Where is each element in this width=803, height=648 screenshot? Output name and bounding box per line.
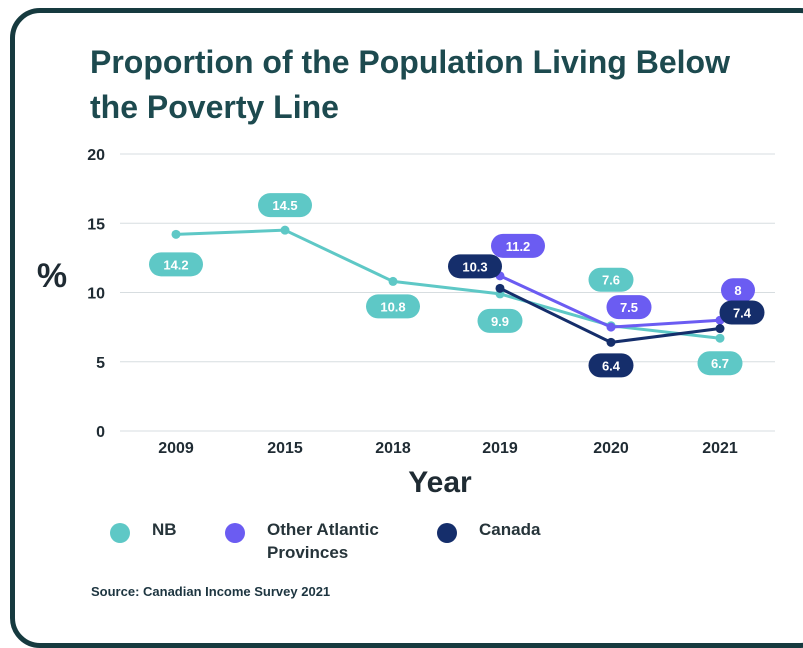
legend-swatch-nb	[110, 523, 130, 543]
data-label-text: 7.4	[733, 306, 752, 321]
legend-label-line-1: Other Atlantic	[267, 520, 379, 539]
data-label-pill	[491, 233, 545, 258]
data-label-text: 7.5	[620, 300, 638, 315]
data-label-pill	[588, 267, 634, 292]
data-point	[171, 229, 181, 239]
source-note: Source: Canadian Income Survey 2021	[91, 584, 331, 599]
y-tick-label: 10	[87, 286, 105, 303]
data-point	[606, 337, 616, 347]
legend: NB Other Atlantic Provinces Canada	[110, 518, 710, 568]
chart-title: Proportion of the Population Living Belo…	[90, 44, 730, 125]
data-label-text: 6.7	[711, 356, 729, 371]
y-tick-label: 20	[87, 147, 105, 164]
y-tick-label: 5	[96, 355, 105, 372]
data-label-text: 8	[734, 283, 741, 298]
data-label: 7.4	[719, 300, 765, 325]
data-label: 10.3	[448, 254, 502, 279]
y-tick-label: 15	[87, 216, 105, 233]
y-tick-label: 0	[96, 424, 105, 441]
x-axis-label: Year	[408, 466, 472, 499]
data-point	[388, 276, 398, 286]
data-label: 10.8	[366, 294, 420, 319]
data-label: 7.6	[588, 267, 634, 292]
series-lines	[171, 225, 725, 347]
data-label-pill	[477, 308, 523, 333]
data-label-text: 14.5	[272, 198, 297, 213]
data-label-text: 7.6	[602, 273, 620, 288]
legend-item-nb: NB	[110, 518, 177, 543]
data-label-pill	[719, 300, 765, 325]
data-point	[715, 333, 725, 343]
legend-swatch-other-atlantic	[225, 523, 245, 543]
y-axis: 0 5 10 15 20	[87, 147, 105, 441]
legend-item-other-atlantic: Other Atlantic Provinces	[225, 518, 379, 564]
data-label-pill	[149, 252, 203, 277]
legend-label-line-2: Provinces	[267, 543, 349, 562]
data-label-text: 11.2	[506, 239, 531, 254]
x-tick-label: 2015	[267, 440, 303, 457]
x-tick-label: 2019	[482, 440, 518, 457]
data-point	[495, 283, 505, 293]
x-tick-label: 2009	[158, 440, 194, 457]
data-label: 11.2	[491, 233, 545, 258]
series-line-0	[175, 228, 721, 340]
data-label-pill	[721, 278, 755, 303]
data-label-pill	[606, 295, 652, 320]
data-label: 14.5	[258, 193, 312, 218]
data-label-pill	[588, 353, 634, 378]
data-label: 6.4	[588, 353, 634, 378]
data-point	[606, 322, 616, 332]
data-label-text: 14.2	[163, 257, 188, 272]
data-label: 9.9	[477, 308, 523, 333]
x-axis: 2009 2015 2018 2019 2020 2021	[158, 440, 738, 457]
data-point	[280, 225, 290, 235]
data-label-pill	[366, 294, 420, 319]
x-tick-label: 2020	[593, 440, 629, 457]
data-label-text: 6.4	[602, 358, 621, 373]
data-label-text: 9.9	[491, 314, 509, 329]
data-label: 7.5	[606, 295, 652, 320]
data-point	[715, 324, 725, 334]
data-labels: 14.2 14.5 10.8 9.9 7.6 6.7 11.2 7.5 8 10.3 6.4 7.4	[149, 193, 765, 378]
grid-lines	[120, 153, 775, 432]
x-tick-label: 2018	[375, 440, 411, 457]
data-label: 6.7	[697, 351, 743, 376]
legend-label-canada: Canada	[479, 520, 541, 539]
y-axis-label: %	[37, 257, 67, 295]
legend-label-other-atlantic: Other Atlantic Provinces	[267, 518, 379, 564]
data-label-pill	[697, 351, 743, 376]
legend-item-canada: Canada	[437, 518, 540, 543]
data-label-text: 10.8	[380, 299, 405, 314]
data-label-pill	[258, 193, 312, 218]
data-label-pill	[448, 254, 502, 279]
x-tick-label: 2021	[702, 440, 738, 457]
chart-card	[10, 8, 803, 648]
legend-swatch-canada	[437, 523, 457, 543]
data-label-text: 10.3	[462, 259, 487, 274]
legend-label-nb: NB	[152, 520, 177, 539]
data-label: 14.2	[149, 252, 203, 277]
data-label: 8	[721, 278, 755, 303]
